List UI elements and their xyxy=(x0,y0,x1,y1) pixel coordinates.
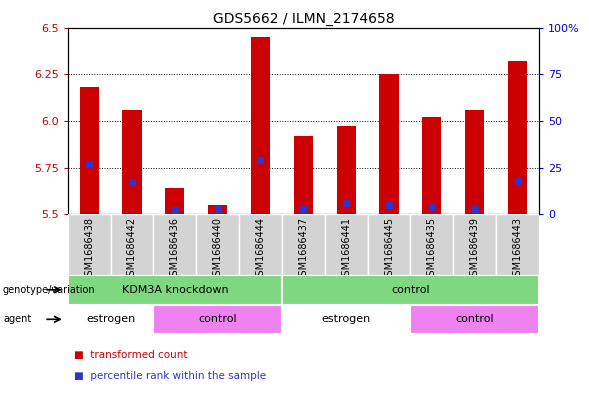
Bar xyxy=(422,117,442,214)
Text: estrogen: estrogen xyxy=(322,314,371,324)
Text: GSM1686441: GSM1686441 xyxy=(341,217,351,282)
Bar xyxy=(239,214,282,275)
Bar xyxy=(111,214,153,275)
Bar xyxy=(454,214,496,275)
Text: GSM1686435: GSM1686435 xyxy=(427,217,437,282)
Bar xyxy=(379,74,399,214)
Bar xyxy=(282,275,539,305)
Text: GSM1686444: GSM1686444 xyxy=(256,217,266,282)
Bar xyxy=(325,214,368,275)
Text: estrogen: estrogen xyxy=(86,314,135,324)
Bar xyxy=(294,136,313,214)
Bar xyxy=(196,214,239,275)
Bar xyxy=(153,214,196,275)
Text: genotype/variation: genotype/variation xyxy=(3,285,95,295)
Bar xyxy=(153,305,282,334)
Bar xyxy=(411,214,454,275)
Bar xyxy=(208,205,227,214)
Bar xyxy=(251,37,270,214)
Bar xyxy=(336,127,356,214)
Text: GSM1686445: GSM1686445 xyxy=(384,217,394,282)
Bar xyxy=(282,305,411,334)
Text: GSM1686439: GSM1686439 xyxy=(469,217,479,282)
Bar xyxy=(165,188,184,214)
Bar xyxy=(508,61,527,214)
Bar xyxy=(68,214,111,275)
Text: GSM1686440: GSM1686440 xyxy=(213,217,223,282)
Text: control: control xyxy=(455,314,494,324)
Text: GSM1686436: GSM1686436 xyxy=(170,217,180,282)
Text: GSM1686442: GSM1686442 xyxy=(127,217,137,282)
Text: control: control xyxy=(391,285,430,295)
Bar xyxy=(123,110,141,214)
Bar xyxy=(80,87,99,214)
Text: GSM1686443: GSM1686443 xyxy=(512,217,522,282)
Bar xyxy=(465,110,484,214)
Text: control: control xyxy=(198,314,237,324)
Text: GSM1686438: GSM1686438 xyxy=(84,217,94,282)
Bar xyxy=(496,214,539,275)
Text: GSM1686437: GSM1686437 xyxy=(299,217,308,282)
Text: ■  percentile rank within the sample: ■ percentile rank within the sample xyxy=(74,371,266,381)
Title: GDS5662 / ILMN_2174658: GDS5662 / ILMN_2174658 xyxy=(213,13,394,26)
Bar xyxy=(411,305,539,334)
Bar xyxy=(368,214,411,275)
Text: KDM3A knockdown: KDM3A knockdown xyxy=(121,285,228,295)
Text: ■  transformed count: ■ transformed count xyxy=(74,350,187,360)
Bar xyxy=(282,214,325,275)
Bar xyxy=(68,275,282,305)
Text: agent: agent xyxy=(3,314,31,324)
Bar xyxy=(68,305,153,334)
